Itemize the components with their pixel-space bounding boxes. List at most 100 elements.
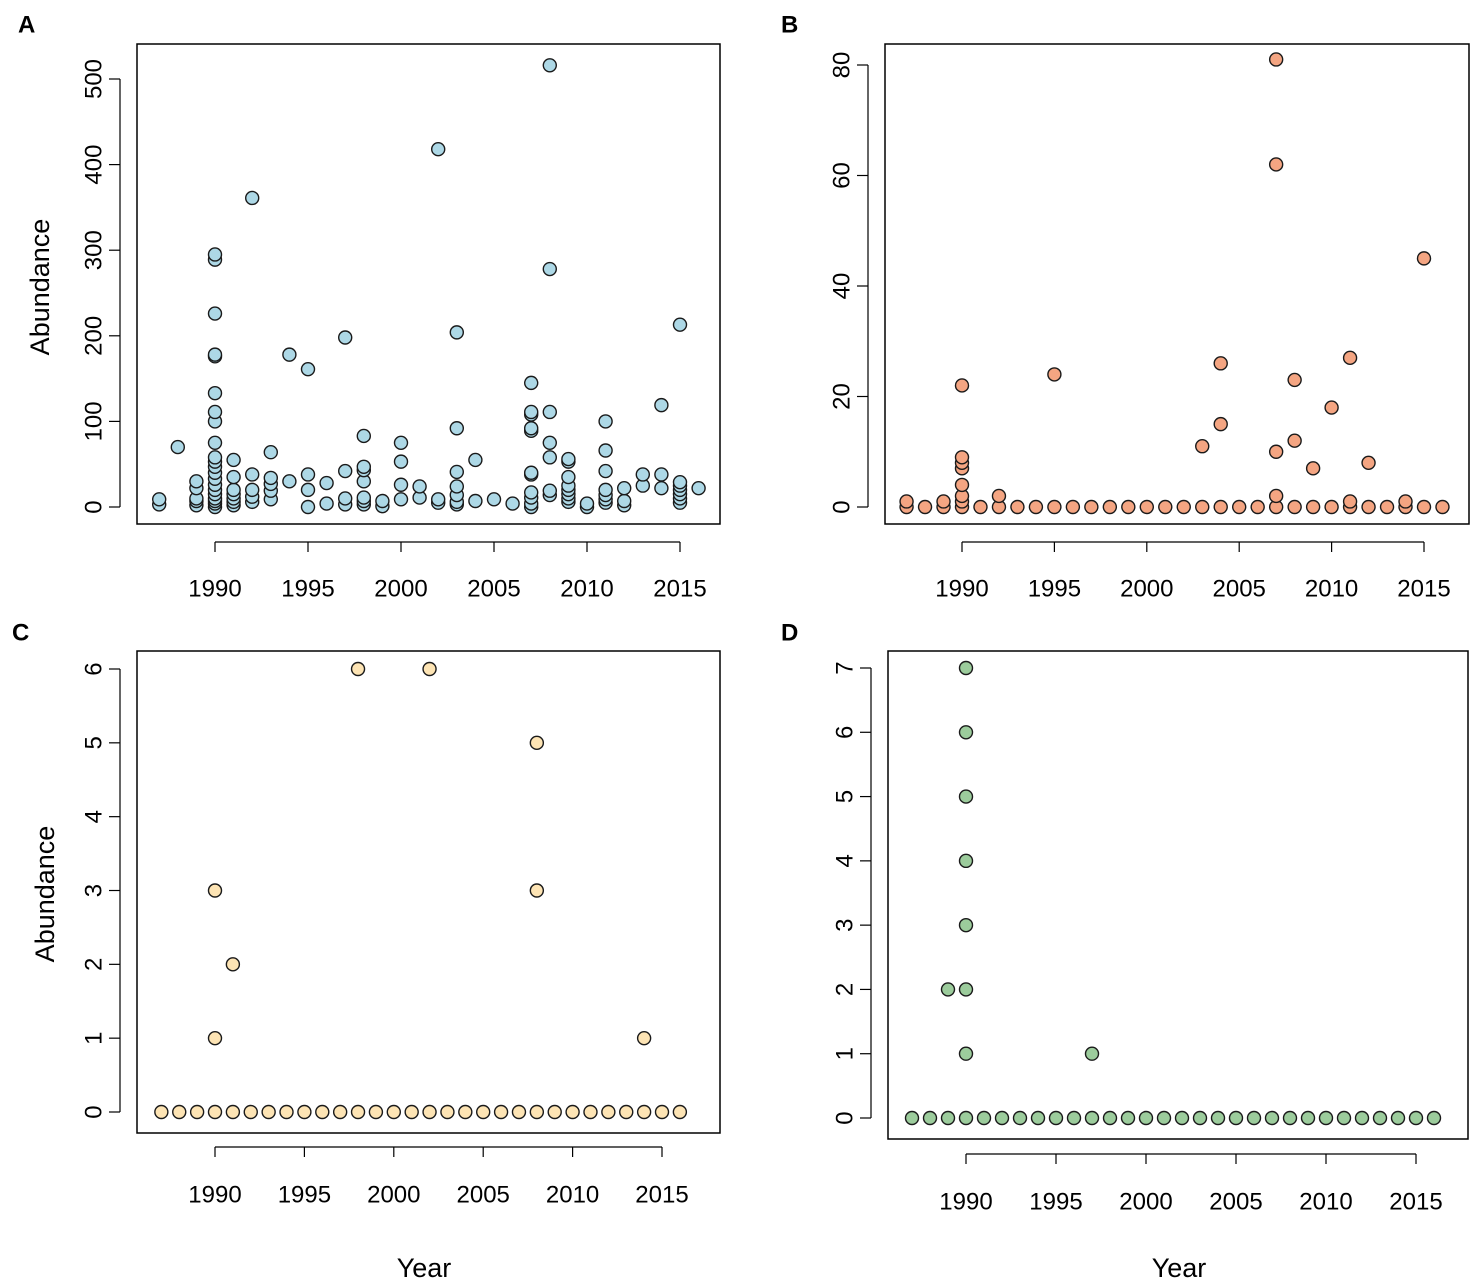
data-point bbox=[917, 499, 933, 515]
data-point bbox=[994, 1110, 1010, 1126]
panel-label-d: D bbox=[781, 619, 798, 646]
data-point bbox=[207, 306, 223, 321]
data-point bbox=[1408, 1110, 1424, 1126]
y-axis: 0 20 40 60 80 bbox=[828, 52, 869, 514]
panel-label-a: A bbox=[18, 11, 35, 38]
data-point bbox=[958, 917, 974, 933]
data-point bbox=[601, 1104, 616, 1120]
data-point bbox=[1287, 433, 1302, 448]
data-point bbox=[1120, 1110, 1136, 1126]
data-point bbox=[579, 496, 595, 511]
y-tick-label: 3 bbox=[831, 918, 858, 931]
x-tick-label: 1990 bbox=[188, 575, 241, 602]
data-point bbox=[635, 467, 650, 482]
data-point bbox=[958, 1046, 974, 1061]
data-point bbox=[529, 1104, 545, 1120]
data-point bbox=[542, 450, 557, 465]
data-point bbox=[1246, 1110, 1262, 1126]
data-point bbox=[973, 499, 988, 515]
data-point bbox=[172, 1104, 187, 1120]
x-tick-label: 1995 bbox=[281, 575, 334, 602]
data-point bbox=[279, 1104, 294, 1120]
data-point bbox=[1268, 157, 1284, 172]
data-point bbox=[207, 404, 223, 420]
x-tick-label: 1995 bbox=[278, 1181, 331, 1208]
y-tick-label: 200 bbox=[80, 316, 107, 356]
x-tick-label: 2010 bbox=[1305, 575, 1358, 602]
data-point bbox=[636, 1030, 652, 1046]
data-point bbox=[598, 463, 613, 479]
data-point bbox=[338, 491, 353, 506]
data-point bbox=[922, 1110, 938, 1126]
data-point bbox=[319, 475, 334, 491]
y-tick-label: 2 bbox=[831, 983, 858, 996]
data-point bbox=[449, 421, 464, 436]
data-point bbox=[542, 58, 557, 73]
data-point bbox=[243, 1104, 258, 1120]
data-point bbox=[207, 1030, 223, 1046]
y-tick-label: 500 bbox=[80, 59, 107, 99]
data-point bbox=[598, 482, 613, 498]
data-point bbox=[542, 483, 557, 498]
x-tick-label: 1990 bbox=[935, 575, 988, 602]
data-point bbox=[1354, 1110, 1370, 1126]
data-point bbox=[1213, 416, 1228, 432]
data-point bbox=[154, 1104, 169, 1120]
data-point bbox=[1324, 499, 1339, 515]
data-point bbox=[524, 375, 539, 391]
data-point bbox=[1084, 1110, 1100, 1126]
data-point bbox=[958, 789, 974, 804]
data-point bbox=[1361, 499, 1376, 515]
data-point bbox=[356, 428, 371, 444]
panel-d: D 0 1 2 3 4 5 6 7 1990 1995 2000 2005 2010 2015 Year bbox=[781, 619, 1469, 1278]
data-point bbox=[1416, 499, 1432, 515]
data-point bbox=[542, 435, 557, 450]
data-point bbox=[207, 1104, 223, 1120]
data-point bbox=[958, 660, 974, 676]
y-tick-label: 20 bbox=[828, 383, 855, 410]
data-points bbox=[899, 52, 1450, 515]
data-point bbox=[1102, 499, 1118, 515]
x-tick-label: 1990 bbox=[939, 1188, 992, 1215]
data-point bbox=[449, 479, 464, 494]
data-point bbox=[547, 1104, 562, 1120]
data-point bbox=[1030, 1110, 1046, 1126]
data-point bbox=[282, 474, 297, 489]
data-point bbox=[493, 1104, 509, 1120]
data-point bbox=[1287, 372, 1302, 388]
data-point bbox=[244, 190, 260, 206]
data-point bbox=[672, 474, 688, 490]
data-point bbox=[431, 492, 446, 507]
data-point bbox=[404, 1104, 419, 1120]
data-point bbox=[207, 883, 223, 898]
data-point bbox=[1195, 439, 1210, 454]
x-tick-label: 1990 bbox=[188, 1181, 241, 1208]
data-point bbox=[904, 1110, 920, 1126]
data-point bbox=[350, 661, 366, 677]
data-point bbox=[170, 439, 186, 455]
data-point bbox=[524, 485, 539, 500]
panel-a: A 0 100 200 300 400 500 1990 1995 2000 2005 2010 201… bbox=[18, 11, 721, 602]
y-tick-label: 3 bbox=[80, 884, 107, 897]
data-point bbox=[1139, 499, 1155, 515]
data-point bbox=[226, 452, 241, 468]
data-point bbox=[654, 480, 669, 496]
data-point bbox=[524, 421, 539, 436]
plot-frame bbox=[136, 650, 721, 1134]
y-tick-label: 40 bbox=[828, 273, 855, 300]
data-point bbox=[375, 493, 390, 509]
data-point bbox=[991, 488, 1007, 504]
data-point bbox=[189, 1104, 205, 1120]
data-point bbox=[1213, 356, 1228, 371]
panel-c: C 0 1 2 3 4 5 6 1990 1995 2000 2005 2010 2015 Abundanc… bbox=[12, 619, 721, 1278]
data-point bbox=[1012, 1110, 1028, 1126]
data-point bbox=[422, 1104, 437, 1120]
data-point bbox=[958, 1110, 974, 1126]
plot-frame bbox=[136, 43, 721, 525]
data-point bbox=[1047, 499, 1062, 515]
data-point bbox=[315, 1104, 330, 1120]
data-point bbox=[319, 496, 334, 511]
data-point bbox=[565, 1104, 580, 1120]
data-point bbox=[486, 492, 502, 507]
x-axis: 1990 1995 2000 2005 2010 2015 bbox=[939, 1153, 1443, 1215]
